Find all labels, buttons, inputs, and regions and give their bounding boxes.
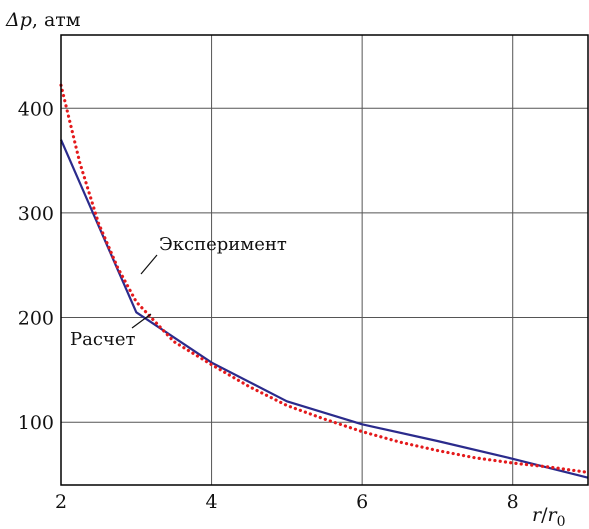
y-axis-symbol: Δp bbox=[5, 9, 32, 31]
y-tick-label: 400 bbox=[18, 98, 54, 120]
y-tick-label: 300 bbox=[18, 203, 54, 225]
series-line-calculation bbox=[59, 139, 589, 479]
legend-label-experiment: Эксперимент bbox=[159, 234, 287, 255]
legend-leader-calculation bbox=[131, 313, 152, 329]
x-axis-numerator: r bbox=[532, 504, 543, 526]
x-tick-label: 2 bbox=[55, 491, 67, 513]
plot-frame bbox=[60, 34, 589, 486]
grid bbox=[61, 35, 588, 485]
x-axis-subscript: 0 bbox=[557, 514, 566, 529]
x-tick-label: 6 bbox=[356, 491, 368, 513]
x-axis-denominator: r bbox=[548, 504, 559, 526]
tick-labels: 2 4 6 8 100 200 300 400 bbox=[18, 98, 519, 513]
series-line-experiment bbox=[59, 83, 589, 474]
x-axis-slash: / bbox=[541, 504, 548, 526]
legend-label-calculation: Расчет bbox=[70, 329, 135, 350]
x-tick-label: 4 bbox=[206, 491, 218, 513]
x-axis-title: r/r0 bbox=[532, 504, 566, 529]
series-layer bbox=[59, 83, 589, 479]
y-axis-title: Δp, атм bbox=[5, 9, 81, 31]
legend-leader-experiment bbox=[140, 254, 158, 275]
y-axis-unit: , атм bbox=[32, 9, 81, 31]
y-tick-label: 200 bbox=[18, 308, 54, 330]
x-tick-label: 8 bbox=[507, 491, 519, 513]
y-tick-label: 100 bbox=[18, 412, 54, 434]
